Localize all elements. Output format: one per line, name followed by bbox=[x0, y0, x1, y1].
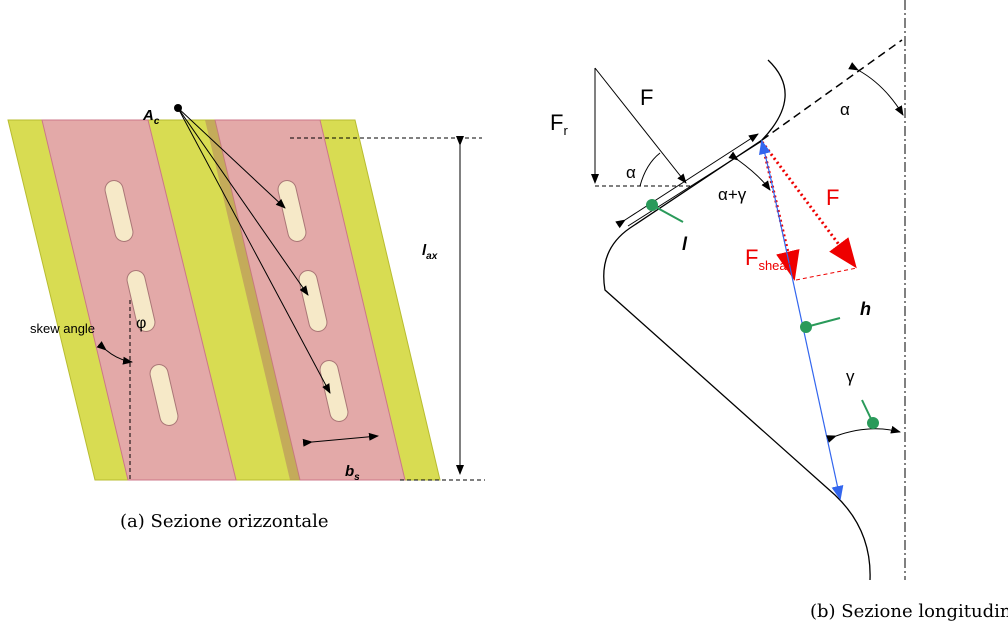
caption: (b) Sezione longitudinale bbox=[810, 601, 1008, 622]
caption: (a) Sezione orizzontale bbox=[120, 511, 329, 532]
label: F bbox=[826, 185, 839, 210]
label: Fr bbox=[550, 110, 568, 138]
left-panel: Ac lax bs skew angle φ (a) Sezione orizz… bbox=[8, 104, 485, 532]
label: F bbox=[640, 85, 653, 110]
label: skew angle bbox=[30, 321, 95, 336]
label: h bbox=[860, 299, 871, 319]
label: α bbox=[626, 163, 636, 182]
label: α+γ bbox=[718, 185, 747, 204]
label: α bbox=[840, 100, 850, 119]
label: γ bbox=[846, 367, 855, 386]
figure: Ac lax bs skew angle φ (a) Sezione orizz… bbox=[0, 0, 1008, 635]
label: l bbox=[682, 234, 688, 254]
label: lax bbox=[422, 242, 438, 262]
right-panel: Fr F α α+γ F Fshear l h γ α (b) Sezione … bbox=[550, 0, 1008, 622]
label: φ bbox=[136, 315, 146, 332]
label: Fshear bbox=[745, 245, 792, 273]
